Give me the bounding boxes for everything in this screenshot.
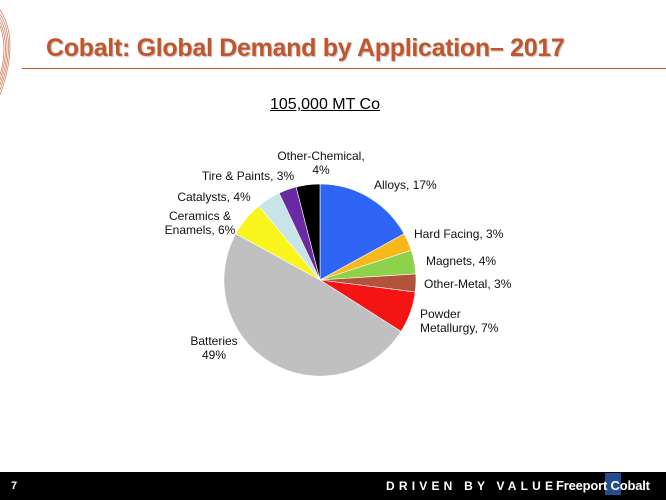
slice-label-magnets: Magnets, 4% [426, 254, 496, 268]
slice-label-tire-paints: Tire & Paints, 3% [202, 169, 295, 183]
slide-title: Cobalt: Global Demand by Application– 20… [46, 34, 565, 62]
slice-label-powder-metallurgy: Powder Metallurgy, 7% [420, 307, 499, 335]
pie-slice-other-chemical [295, 183, 321, 281]
footer-tagline: DRIVEN BY VALUE [386, 479, 558, 493]
corner-decoration-graphic [0, 9, 11, 96]
slice-label-batteries: Batteries 49% [190, 334, 237, 362]
title-divider [22, 68, 666, 69]
slice-label-other-metal: Other-Metal, 3% [424, 277, 512, 291]
pie-slice-batteries [223, 233, 402, 377]
slice-label-hard-facing: Hard Facing, 3% [414, 227, 504, 241]
slice-label-ceramics-enamels: Ceramics & Enamels, 6% [165, 209, 236, 237]
footer-bar: 7 DRIVEN BY VALUE Freeport Cobalt [0, 472, 666, 500]
pie-chart: Alloys, 17% Hard Facing, 3% Magnets, 4% Oth… [165, 149, 512, 377]
brand-logo: Freeport Cobalt [556, 478, 650, 493]
chart-title: 105,000 MT Co [270, 96, 380, 113]
slice-label-other-chemical: Other-Chemical, 4% [277, 149, 364, 177]
slice-label-catalysts: Catalysts, 4% [177, 190, 251, 204]
slice-label-alloys: Alloys, 17% [374, 178, 437, 192]
pie-slice-alloys [319, 183, 405, 281]
brand-logo-mark [605, 473, 621, 495]
page-number: 7 [11, 480, 18, 492]
